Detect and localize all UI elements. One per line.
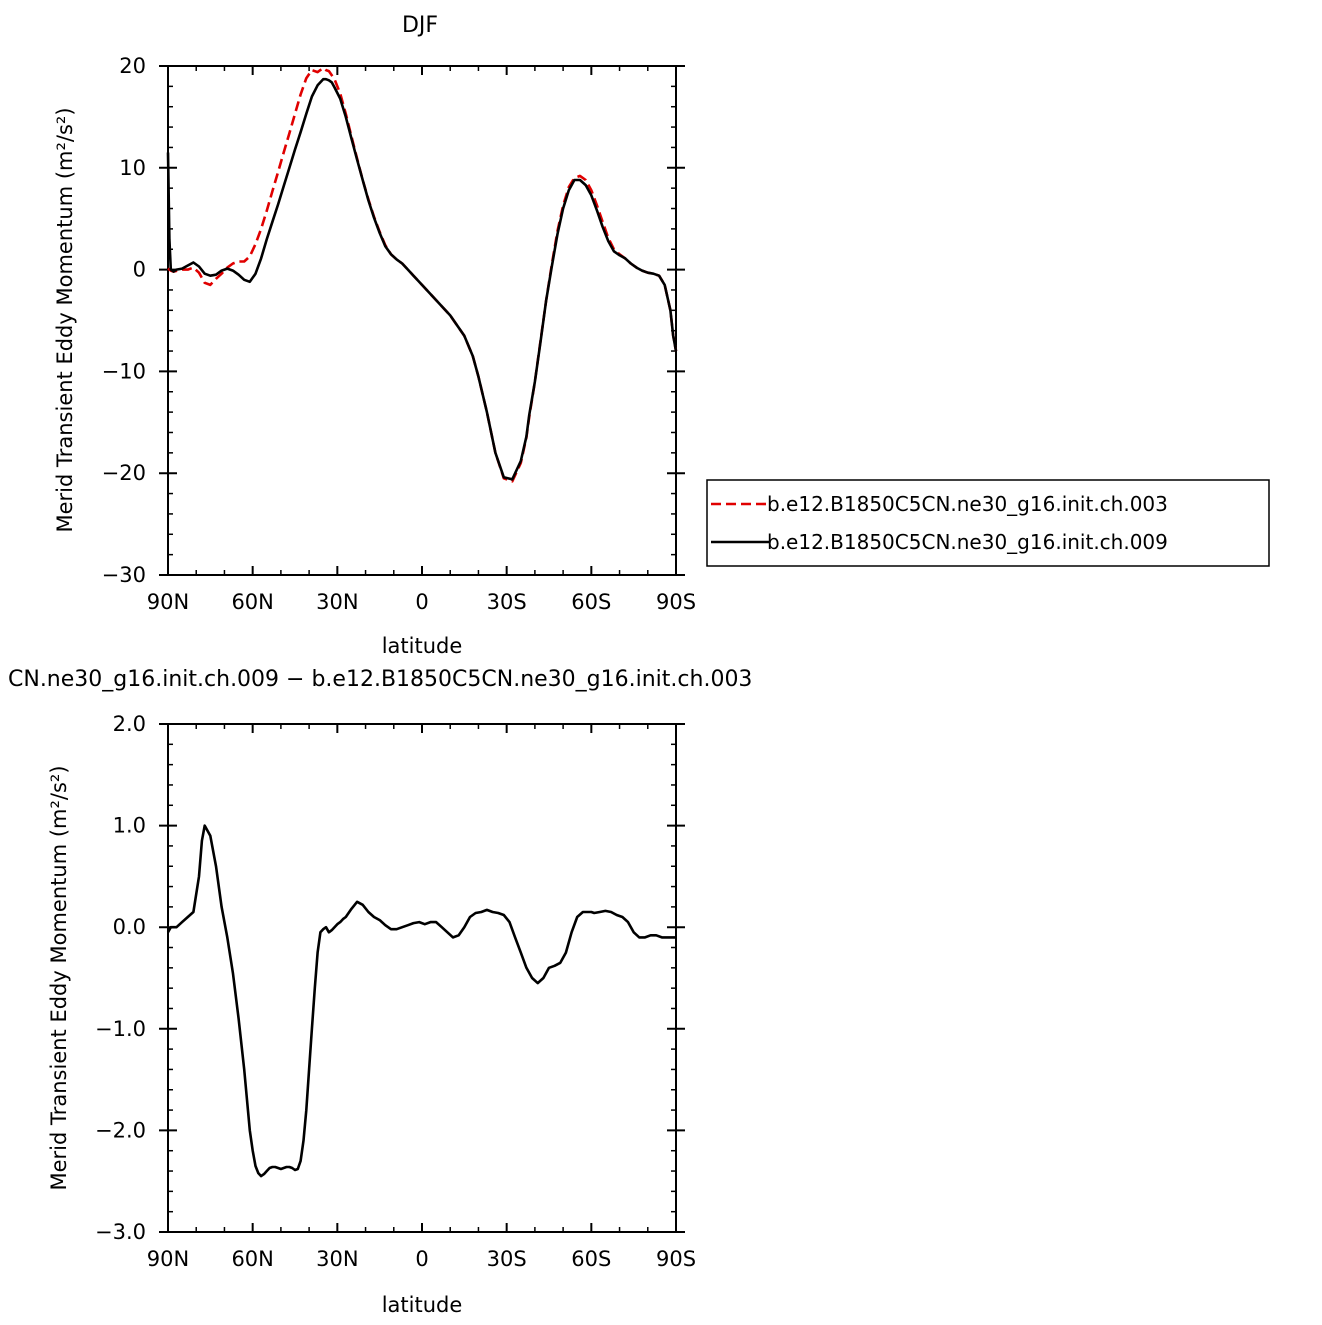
y-tick-label: 0 [133, 258, 146, 282]
x-tick-label: 60S [571, 1247, 611, 1271]
series-line-1 [166, 824, 676, 1178]
series-line-1 [167, 66, 678, 483]
y-tick-label: 1.0 [113, 814, 146, 838]
chart-top: DJF Merid Transient Eddy Momentum (m²/s²)… [53, 13, 1270, 658]
x-tick-label: 30N [316, 590, 358, 614]
plot-frame [167, 723, 677, 1233]
x-tick-label: 90S [656, 1247, 696, 1271]
y-axis-label: Merid Transient Eddy Momentum (m²/s²) [47, 765, 71, 1190]
x-tick-label: 60N [231, 1247, 273, 1271]
x-tick-label: 0 [415, 590, 428, 614]
x-tick-label: 60S [571, 590, 611, 614]
chart-title: CN.ne30_g16.init.ch.009 − b.e12.B1850C5C… [8, 667, 752, 692]
series-line-2 [166, 77, 678, 481]
y-tick-label: −3.0 [95, 1220, 146, 1244]
x-tick-label: 30S [487, 590, 527, 614]
y-tick-label: 0.0 [113, 915, 146, 939]
y-tick-label: −2.0 [95, 1118, 146, 1142]
x-tick-label: 30S [487, 1247, 527, 1271]
y-tick-label: −10 [102, 359, 146, 383]
chart-title: DJF [402, 13, 438, 38]
x-tick-label: 90N [147, 1247, 189, 1271]
x-tick-label: 90S [656, 590, 696, 614]
x-axis-label: latitude [382, 1293, 463, 1317]
plot-frame [167, 65, 677, 576]
y-axis-label: Merid Transient Eddy Momentum (m²/s²) [53, 107, 77, 532]
x-tick-label: 30N [316, 1247, 358, 1271]
legend-label-1: b.e12.B1850C5CN.ne30_g16.init.ch.003 [767, 492, 1168, 516]
x-tick-label: 60N [231, 590, 273, 614]
y-tick-label: 10 [119, 156, 146, 180]
y-tick-label: −1.0 [95, 1017, 146, 1041]
y-tick-label: 2.0 [113, 712, 146, 736]
y-tick-label: −20 [102, 461, 146, 485]
y-tick-label: 20 [119, 54, 146, 78]
x-axis-label: latitude [382, 634, 463, 658]
x-tick-label: 90N [147, 590, 189, 614]
x-tick-label: 0 [415, 1247, 428, 1271]
chart-bottom: CN.ne30_g16.init.ch.009 − b.e12.B1850C5C… [8, 667, 752, 1317]
legend-box [706, 479, 1270, 567]
legend-label-2: b.e12.B1850C5CN.ne30_g16.init.ch.009 [767, 530, 1168, 554]
y-tick-label: −30 [102, 563, 146, 587]
